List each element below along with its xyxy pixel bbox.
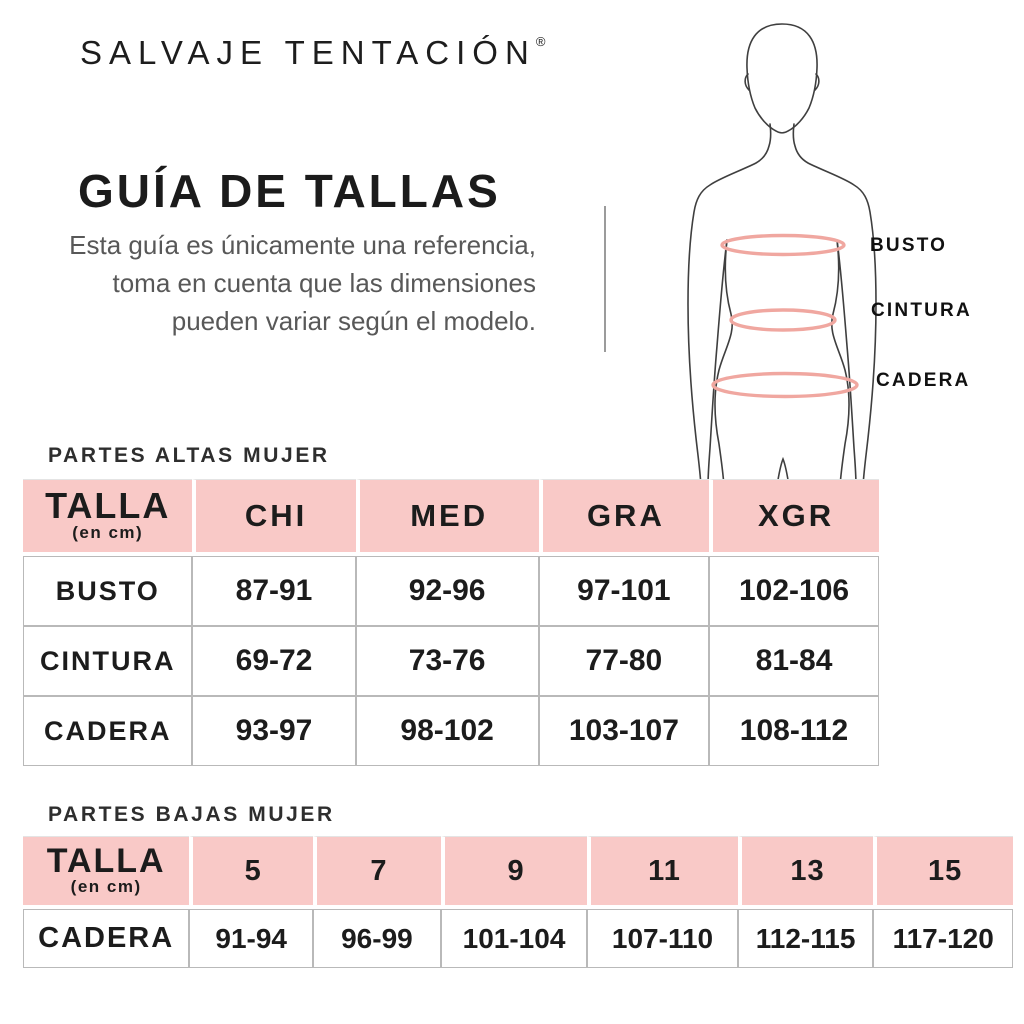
table-cell: 102-106 [709, 556, 879, 626]
table-cell: 92-96 [355, 556, 539, 626]
page-title: GUÍA DE TALLAS [78, 165, 501, 217]
table-cell: 108-112 [709, 696, 879, 766]
table-row-cadera: CADERA 93-97 98-102 103-107 108-112 [23, 696, 879, 766]
table-cell: 97-101 [538, 556, 710, 626]
header-cell-size-gra: GRA [538, 479, 710, 556]
table-cell: 98-102 [355, 696, 539, 766]
section-title-partes-bajas: PARTES BAJAS MUJER [48, 803, 335, 826]
table-cell: 73-76 [355, 626, 539, 696]
woman-silhouette-icon [687, 23, 877, 486]
talla-unit-label: (en cm) [70, 877, 142, 896]
table-cell: 87-91 [192, 556, 356, 626]
registered-trademark-icon: ® [535, 34, 546, 49]
measurement-label-cintura: CINTURA [871, 300, 972, 321]
table-cell: 81-84 [709, 626, 879, 696]
measurement-label-cadera: CADERA [876, 370, 971, 391]
table-row-busto: BUSTO 87-91 92-96 97-101 102-106 [23, 556, 879, 626]
table-cell: 101-104 [440, 909, 588, 968]
header-cell-size-xgr: XGR [709, 479, 879, 556]
row-label-cadera: CADERA [23, 909, 190, 968]
header-cell-size-5: 5 [189, 836, 314, 909]
header-cell-size-med: MED [355, 479, 539, 556]
row-label-cintura: CINTURA [23, 626, 193, 696]
measure-line-cintura [729, 308, 837, 332]
table-cell: 112-115 [737, 909, 874, 968]
table-row-cintura: CINTURA 69-72 73-76 77-80 81-84 [23, 626, 879, 696]
section-title-partes-altas: PARTES ALTAS MUJER [48, 444, 330, 467]
table-row-cadera: CADERA 91-94 96-99 101-104 107-110 112-1… [23, 909, 1013, 968]
header-cell-size-15: 15 [873, 836, 1013, 909]
measurement-label-busto: BUSTO [870, 235, 948, 256]
vertical-divider [604, 206, 606, 352]
size-table-bottoms: TALLA (en cm) 5 7 9 11 13 15 CADERA 91-9… [23, 836, 1013, 968]
row-label-cadera: CADERA [23, 696, 193, 766]
brand-logo: SALVAJE TENTACIÓN® [80, 34, 545, 72]
body-measurement-illustration: BUSTO CINTURA CADERA [620, 8, 1024, 486]
header-cell-size-7: 7 [313, 836, 441, 909]
table-cell: 91-94 [189, 909, 314, 968]
header-cell-size-9: 9 [440, 836, 588, 909]
row-label-busto: BUSTO [23, 556, 193, 626]
talla-unit-label: (en cm) [72, 523, 144, 542]
measure-line-busto [720, 233, 846, 257]
table-cell: 117-120 [873, 909, 1013, 968]
table-cell: 103-107 [538, 696, 710, 766]
size-table-tops: TALLA (en cm) CHI MED GRA XGR BUSTO 87-9… [23, 479, 879, 766]
table-cell: 69-72 [192, 626, 356, 696]
table-cell: 93-97 [192, 696, 356, 766]
header-cell-talla: TALLA (en cm) [23, 836, 190, 909]
header-cell-size-11: 11 [587, 836, 738, 909]
table-cell: 77-80 [538, 626, 710, 696]
measure-line-cadera [711, 371, 859, 399]
talla-label: TALLA [46, 842, 166, 880]
brand-name: SALVAJE TENTACIÓN [80, 34, 536, 71]
header-cell-size-chi: CHI [192, 479, 356, 556]
guide-description: Esta guía es únicamente una referencia, … [69, 230, 536, 336]
table-header-row: TALLA (en cm) 5 7 9 11 13 15 [23, 836, 1013, 909]
talla-label: TALLA [45, 485, 171, 526]
table-cell: 96-99 [313, 909, 441, 968]
header-cell-size-13: 13 [737, 836, 874, 909]
table-header-row: TALLA (en cm) CHI MED GRA XGR [23, 479, 879, 556]
header-cell-talla: TALLA (en cm) [23, 479, 193, 556]
table-cell: 107-110 [587, 909, 738, 968]
